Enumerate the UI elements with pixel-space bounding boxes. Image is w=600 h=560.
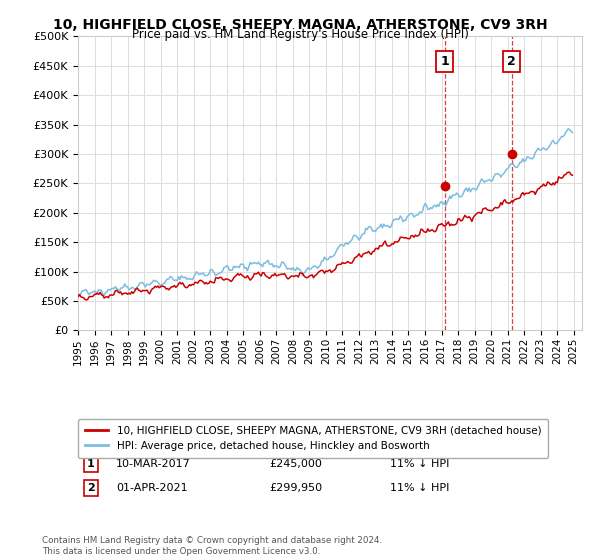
Legend: 10, HIGHFIELD CLOSE, SHEEPY MAGNA, ATHERSTONE, CV9 3RH (detached house), HPI: Av: 10, HIGHFIELD CLOSE, SHEEPY MAGNA, ATHER… — [78, 419, 548, 459]
Text: £299,950: £299,950 — [269, 483, 323, 493]
Text: £245,000: £245,000 — [269, 459, 322, 469]
Text: 11% ↓ HPI: 11% ↓ HPI — [391, 483, 450, 493]
Text: 10-MAR-2017: 10-MAR-2017 — [116, 459, 191, 469]
Text: 10, HIGHFIELD CLOSE, SHEEPY MAGNA, ATHERSTONE, CV9 3RH: 10, HIGHFIELD CLOSE, SHEEPY MAGNA, ATHER… — [53, 18, 547, 32]
Text: 2: 2 — [87, 483, 94, 493]
Text: 1: 1 — [440, 54, 449, 68]
Text: 11% ↓ HPI: 11% ↓ HPI — [391, 459, 450, 469]
Text: Price paid vs. HM Land Registry's House Price Index (HPI): Price paid vs. HM Land Registry's House … — [131, 28, 469, 41]
Text: 01-APR-2021: 01-APR-2021 — [116, 483, 187, 493]
Text: 1: 1 — [87, 459, 94, 469]
Text: Contains HM Land Registry data © Crown copyright and database right 2024.
This d: Contains HM Land Registry data © Crown c… — [42, 536, 382, 556]
Text: 2: 2 — [508, 54, 516, 68]
